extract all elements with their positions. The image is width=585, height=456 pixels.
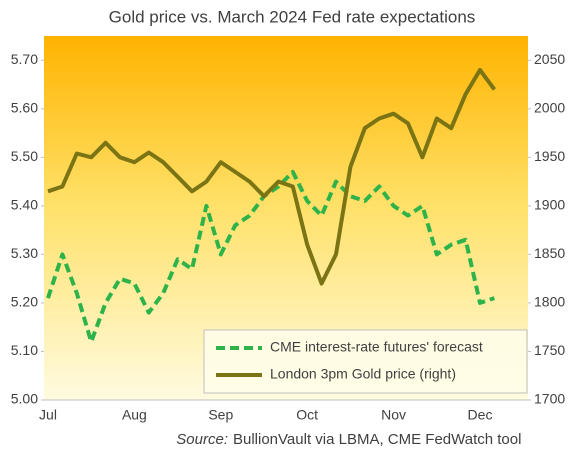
source-text: BullionVault via LBMA, CME FedWatch tool bbox=[233, 431, 521, 448]
y2-tick-label: 1850 bbox=[534, 245, 565, 261]
y-tick-label: 5.00 bbox=[11, 391, 38, 407]
legend-label: CME interest-rate futures' forecast bbox=[270, 339, 483, 355]
data-line bbox=[46, 169, 496, 344]
chart-title: Gold price vs. March 2024 Fed rate expec… bbox=[109, 7, 476, 26]
y-tick-label: 5.30 bbox=[11, 245, 38, 261]
source-label: Source: bbox=[176, 431, 228, 448]
y-tick-label: 5.20 bbox=[11, 294, 38, 310]
y2-tick-label: 1950 bbox=[534, 148, 565, 164]
y2-tick-label: 1750 bbox=[534, 342, 565, 358]
x-tick-label: Nov bbox=[381, 407, 406, 423]
y2-tick-label: 2000 bbox=[534, 100, 565, 116]
x-tick-label: Jul bbox=[39, 407, 57, 423]
y-tick-label: 5.50 bbox=[11, 148, 38, 164]
x-tick-label: Dec bbox=[468, 407, 493, 423]
x-tick-label: Aug bbox=[122, 407, 147, 423]
x-tick-label: Oct bbox=[296, 407, 318, 423]
data-line bbox=[47, 68, 497, 286]
y2-tick-label: 1900 bbox=[534, 197, 565, 213]
y2-tick-label: 1700 bbox=[534, 391, 565, 407]
x-tick-label: Sep bbox=[208, 407, 233, 423]
y2-tick-label: 2050 bbox=[534, 51, 565, 67]
y-tick-label: 5.60 bbox=[11, 100, 38, 116]
y-tick-label: 5.10 bbox=[11, 342, 38, 358]
legend-box bbox=[203, 329, 528, 394]
y-tick-label: 5.40 bbox=[11, 197, 38, 213]
y-tick-label: 5.70 bbox=[11, 51, 38, 67]
legend-label: London 3pm Gold price (right) bbox=[270, 366, 456, 382]
y2-tick-label: 1800 bbox=[534, 294, 565, 310]
